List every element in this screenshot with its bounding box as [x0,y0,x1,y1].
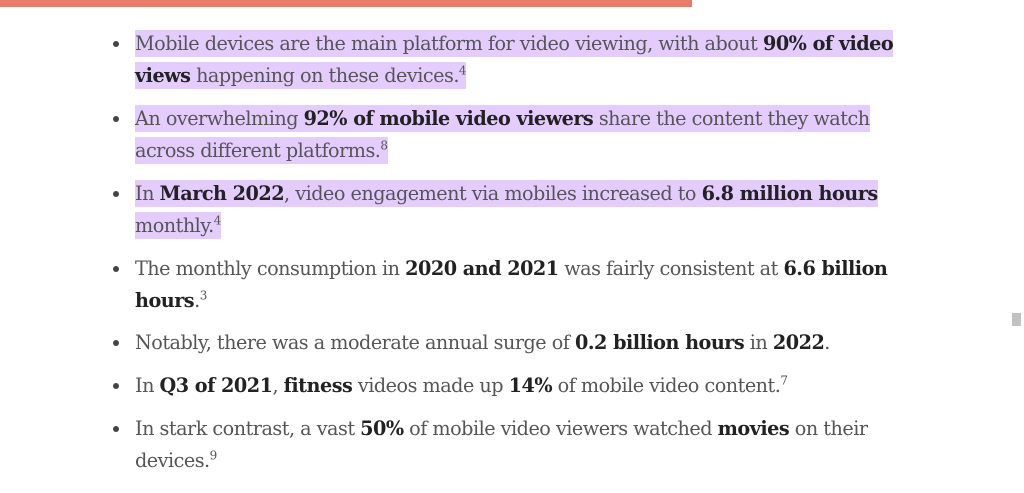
bullet-text: In stark contrast, a vast 50% of mobile … [135,417,868,472]
top-accent-bar [0,0,692,7]
bullet-item: In March 2022, video engagement via mobi… [113,178,903,242]
emphasis-text: 90% of video views [135,32,894,87]
emphasis-text: 50% [360,417,404,440]
text-segment: Notably, there was a moderate annual sur… [135,331,576,354]
citation-number: 7 [780,373,788,388]
emphasis-text: 2022 [772,331,825,354]
vertical-scrollbar[interactable] [1007,0,1024,493]
bullet-text: The monthly consumption in 2020 and 2021… [135,257,888,312]
bullet-dot-icon [113,266,119,272]
bullet-text: In Q3 of 2021, fitness videos made up 14… [135,373,788,397]
text-segment: was fairly consistent at [558,257,784,280]
bullet-item: An overwhelming 92% of mobile video view… [113,103,903,167]
text-segment: The monthly consumption in [135,257,406,280]
emphasis-text: 6.6 billion hours [135,257,888,312]
bullet-item: In stark contrast, a vast 50% of mobile … [113,413,903,477]
emphasis-text: fitness [283,374,353,397]
bullet-dot-icon [113,116,119,122]
text-segment: In [135,182,160,205]
emphasis-text: 14% [508,374,553,397]
text-segment: , video engagement via mobiles increased… [284,182,702,205]
text-segment: , [272,374,284,397]
emphasis-text: Q3 of 2021 [159,374,273,397]
text-segment: . [194,289,200,312]
bullet-item: Mobile devices are the main platform for… [113,28,903,92]
text-segment: share the content they watch across diff… [135,107,870,162]
emphasis-text: 0.2 billion hours [575,331,745,354]
text-segment: Mobile devices are the main platform for… [135,32,763,55]
bullet-text: Mobile devices are the main platform for… [135,30,894,89]
bullet-text: In March 2022, video engagement via mobi… [135,180,878,239]
citation-number: 8 [380,138,388,153]
text-segment: An overwhelming [135,107,304,130]
citation-number: 4 [213,213,222,228]
citation-number: 4 [458,63,467,78]
bullet-dot-icon [113,41,119,47]
bullet-item: Notably, there was a moderate annual sur… [113,327,903,359]
bullet-dot-icon [113,191,119,197]
text-segment: of mobile video viewers watched [403,417,718,440]
bullet-dot-icon [113,383,119,389]
bullet-dot-icon [113,340,119,346]
text-segment: videos made up [352,374,509,397]
article-content: Mobile devices are the main platform for… [113,28,903,488]
emphasis-text: March 2022 [159,182,285,205]
bullet-dot-icon [113,426,119,432]
bullet-item: In Q3 of 2021, fitness videos made up 14… [113,370,903,402]
statistics-bullet-list: Mobile devices are the main platform for… [113,28,903,477]
text-segment: In [135,374,160,397]
bullet-text: An overwhelming 92% of mobile video view… [135,105,870,164]
text-segment: . [824,331,830,354]
scrollbar-thumb[interactable] [1012,313,1021,326]
emphasis-text: 2020 and 2021 [405,257,559,280]
text-segment: on their devices. [135,417,868,472]
text-segment: of mobile video content. [552,374,781,397]
emphasis-text: movies [717,417,790,440]
text-segment: in [744,331,773,354]
text-segment: monthly. [135,214,214,237]
bullet-item: The monthly consumption in 2020 and 2021… [113,253,903,317]
text-segment: happening on these devices. [190,64,459,87]
bullet-text: Notably, there was a moderate annual sur… [135,331,830,354]
citation-number: 9 [209,448,218,463]
emphasis-text: 6.8 million hours [701,182,879,205]
emphasis-text: 92% of mobile video viewers [303,107,594,130]
citation-number: 3 [199,288,208,303]
text-segment: In stark contrast, a vast [135,417,361,440]
